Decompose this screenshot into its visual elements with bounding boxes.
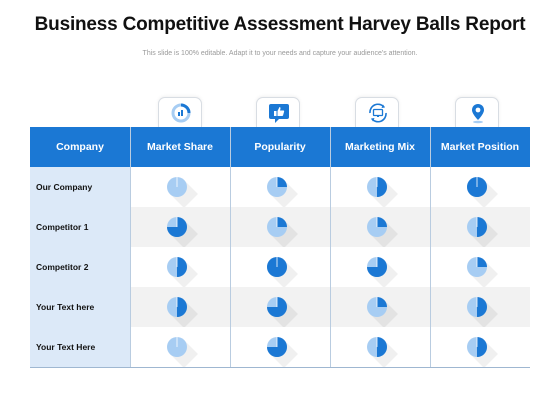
harvey-ball xyxy=(167,337,198,367)
column-divider xyxy=(230,127,231,368)
harvey-ball xyxy=(267,257,298,287)
harvey-ball-fill xyxy=(277,217,287,227)
harvey-ball xyxy=(167,297,198,327)
harvey-ball-fill xyxy=(177,297,187,317)
column-divider xyxy=(130,127,131,368)
harvey-ball-fill xyxy=(477,337,487,357)
harvey-ball xyxy=(267,177,298,207)
harvey-ball-fill xyxy=(377,297,387,307)
header-popularity: Popularity xyxy=(254,141,306,153)
harvey-ball xyxy=(167,257,198,287)
harvey-ball xyxy=(167,217,198,247)
row-label-our-company: Our Company xyxy=(36,182,93,192)
row-label-your-text-here: Your Text here xyxy=(36,302,95,312)
row-label-competitor-2: Competitor 2 xyxy=(36,262,89,272)
column-divider xyxy=(330,127,331,368)
harvey-ball xyxy=(167,177,198,207)
harvey-balls-table: Company Market Share Popularity Marketin… xyxy=(30,127,530,368)
harvey-ball xyxy=(467,177,498,207)
market-share-icon-tab xyxy=(158,97,202,127)
marketing-mix-icon-tab xyxy=(355,97,399,127)
harvey-ball-fill xyxy=(177,257,187,277)
harvey-ball xyxy=(267,337,298,367)
harvey-ball-fill xyxy=(377,337,387,357)
pie-chart-icon xyxy=(171,103,191,123)
header-marketing-mix: Marketing Mix xyxy=(344,141,415,153)
header-market-position: Market Position xyxy=(440,141,520,153)
harvey-ball xyxy=(267,217,298,247)
harvey-ball xyxy=(467,297,498,327)
page-title: Business Competitive Assessment Harvey B… xyxy=(34,14,526,35)
company-column-background xyxy=(30,167,130,367)
harvey-ball-fill xyxy=(277,177,287,187)
thumbs-up-icon xyxy=(269,104,289,123)
column-divider xyxy=(430,127,431,368)
monitor-cycle-icon xyxy=(369,103,387,123)
page-subtitle: This slide is 100% editable. Adapt it to… xyxy=(142,50,418,57)
harvey-ball xyxy=(367,217,398,247)
table-bottom-border xyxy=(30,367,530,368)
location-pin-icon xyxy=(472,104,484,124)
harvey-ball xyxy=(367,257,398,287)
harvey-ball xyxy=(467,337,498,367)
harvey-ball-fill xyxy=(477,217,487,237)
market-position-icon-tab xyxy=(455,97,499,127)
header-market-share: Market Share xyxy=(147,141,213,153)
header-company: Company xyxy=(56,141,104,153)
harvey-ball xyxy=(367,337,398,367)
harvey-ball xyxy=(267,297,298,327)
harvey-ball-fill xyxy=(377,217,387,227)
harvey-ball xyxy=(467,217,498,247)
harvey-ball-fill xyxy=(377,177,387,197)
harvey-ball xyxy=(367,297,398,327)
harvey-ball-fill xyxy=(477,297,487,317)
harvey-ball xyxy=(367,177,398,207)
row-label-your-text-here-2: Your Text Here xyxy=(36,342,96,352)
harvey-ball-fill xyxy=(477,257,487,267)
table-header: Company Market Share Popularity Marketin… xyxy=(30,127,530,167)
harvey-ball xyxy=(467,257,498,287)
popularity-icon-tab xyxy=(256,97,300,127)
row-label-competitor-1: Competitor 1 xyxy=(36,222,89,232)
